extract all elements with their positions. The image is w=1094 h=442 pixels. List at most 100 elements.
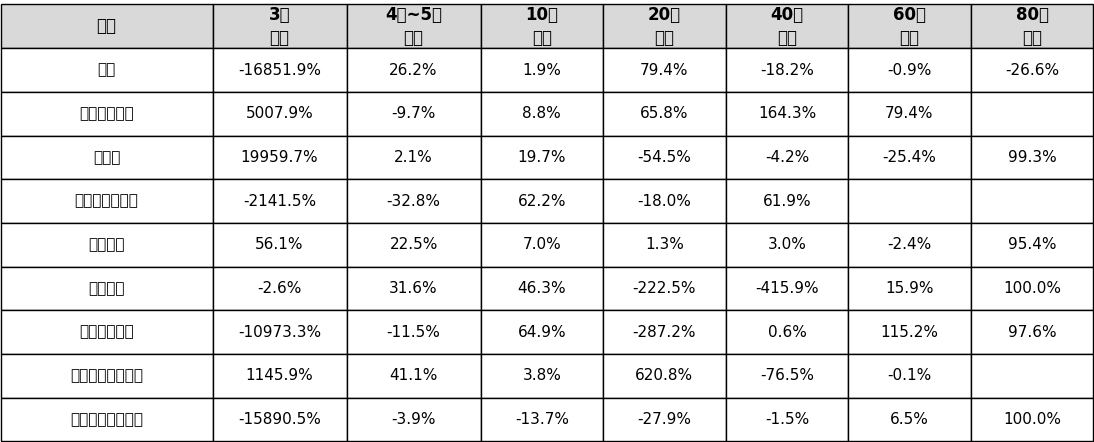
Bar: [1, 92, 212, 136]
Text: 26.2%: 26.2%: [389, 62, 438, 77]
Bar: [848, 4, 970, 48]
Text: 95.4%: 95.4%: [1008, 237, 1057, 252]
Text: 8.8%: 8.8%: [523, 106, 561, 121]
Bar: [1, 267, 212, 310]
Text: 전체: 전체: [97, 62, 116, 77]
Text: -25.4%: -25.4%: [883, 150, 936, 165]
Text: 62.2%: 62.2%: [517, 194, 566, 209]
Text: 115.2%: 115.2%: [881, 324, 939, 339]
Bar: [603, 398, 725, 441]
Bar: [603, 267, 725, 310]
Text: 환경안전보건: 환경안전보건: [79, 324, 133, 339]
Text: -0.9%: -0.9%: [887, 62, 932, 77]
Bar: [212, 398, 347, 441]
Text: -76.5%: -76.5%: [760, 368, 814, 383]
Bar: [1, 354, 212, 398]
Bar: [347, 354, 480, 398]
Bar: [848, 179, 970, 223]
Bar: [603, 136, 725, 179]
Text: 99.3%: 99.3%: [1008, 150, 1057, 165]
Bar: [848, 48, 970, 92]
Text: -3.9%: -3.9%: [392, 412, 435, 427]
Bar: [970, 179, 1093, 223]
Bar: [848, 136, 970, 179]
Text: 0.6%: 0.6%: [768, 324, 806, 339]
Bar: [212, 267, 347, 310]
Bar: [212, 4, 347, 48]
Text: 40년
이하: 40년 이하: [770, 5, 803, 47]
Bar: [480, 179, 603, 223]
Bar: [347, 398, 480, 441]
Bar: [212, 92, 347, 136]
Bar: [347, 48, 480, 92]
Bar: [848, 223, 970, 267]
Bar: [347, 310, 480, 354]
Text: -10973.3%: -10973.3%: [238, 324, 322, 339]
Text: 자원순환관리: 자원순환관리: [79, 106, 133, 121]
Bar: [603, 223, 725, 267]
Bar: [347, 223, 480, 267]
Bar: [970, 398, 1093, 441]
Bar: [970, 267, 1093, 310]
Bar: [480, 4, 603, 48]
Bar: [212, 223, 347, 267]
Bar: [212, 179, 347, 223]
Bar: [725, 267, 848, 310]
Text: 1.3%: 1.3%: [645, 237, 684, 252]
Bar: [725, 136, 848, 179]
Text: -9.7%: -9.7%: [392, 106, 435, 121]
Bar: [603, 4, 725, 48]
Bar: [480, 310, 603, 354]
Text: 19.7%: 19.7%: [517, 150, 566, 165]
Text: 79.4%: 79.4%: [640, 62, 688, 77]
Bar: [480, 136, 603, 179]
Text: -54.5%: -54.5%: [638, 150, 691, 165]
Text: 164.3%: 164.3%: [758, 106, 816, 121]
Bar: [1, 398, 212, 441]
Bar: [848, 92, 970, 136]
Text: -27.9%: -27.9%: [638, 412, 691, 427]
Text: 60년
이하: 60년 이하: [893, 5, 926, 47]
Text: -4.2%: -4.2%: [765, 150, 810, 165]
Bar: [1, 136, 212, 179]
Text: 5007.9%: 5007.9%: [246, 106, 314, 121]
Bar: [347, 267, 480, 310]
Text: 3년
이하: 3년 이하: [269, 5, 290, 47]
Bar: [1, 310, 212, 354]
Bar: [725, 92, 848, 136]
Text: 46.3%: 46.3%: [517, 281, 567, 296]
Text: 22.5%: 22.5%: [389, 237, 438, 252]
Bar: [970, 48, 1093, 92]
Bar: [212, 48, 347, 92]
Bar: [970, 4, 1093, 48]
Text: 지속가능환경자원: 지속가능환경자원: [70, 368, 143, 383]
Text: 기후대응: 기후대응: [89, 237, 125, 252]
Bar: [725, 398, 848, 441]
Bar: [725, 223, 848, 267]
Bar: [603, 92, 725, 136]
Bar: [848, 267, 970, 310]
Bar: [603, 48, 725, 92]
Text: -16851.9%: -16851.9%: [238, 62, 321, 77]
Bar: [212, 354, 347, 398]
Bar: [480, 48, 603, 92]
Text: 환경지식정보감시: 환경지식정보감시: [70, 412, 143, 427]
Text: 31.6%: 31.6%: [389, 281, 438, 296]
Text: 6.5%: 6.5%: [891, 412, 929, 427]
Text: 20년
이하: 20년 이하: [648, 5, 680, 47]
Text: -18.2%: -18.2%: [760, 62, 814, 77]
Bar: [970, 136, 1093, 179]
Bar: [347, 4, 480, 48]
Bar: [970, 310, 1093, 354]
Text: -15890.5%: -15890.5%: [238, 412, 321, 427]
Bar: [1, 48, 212, 92]
Bar: [725, 48, 848, 92]
Text: -11.5%: -11.5%: [386, 324, 441, 339]
Bar: [970, 223, 1093, 267]
Bar: [212, 310, 347, 354]
Text: 구분: 구분: [96, 17, 117, 35]
Text: -18.0%: -18.0%: [638, 194, 691, 209]
Text: -26.6%: -26.6%: [1005, 62, 1059, 77]
Bar: [725, 4, 848, 48]
Text: 65.8%: 65.8%: [640, 106, 688, 121]
